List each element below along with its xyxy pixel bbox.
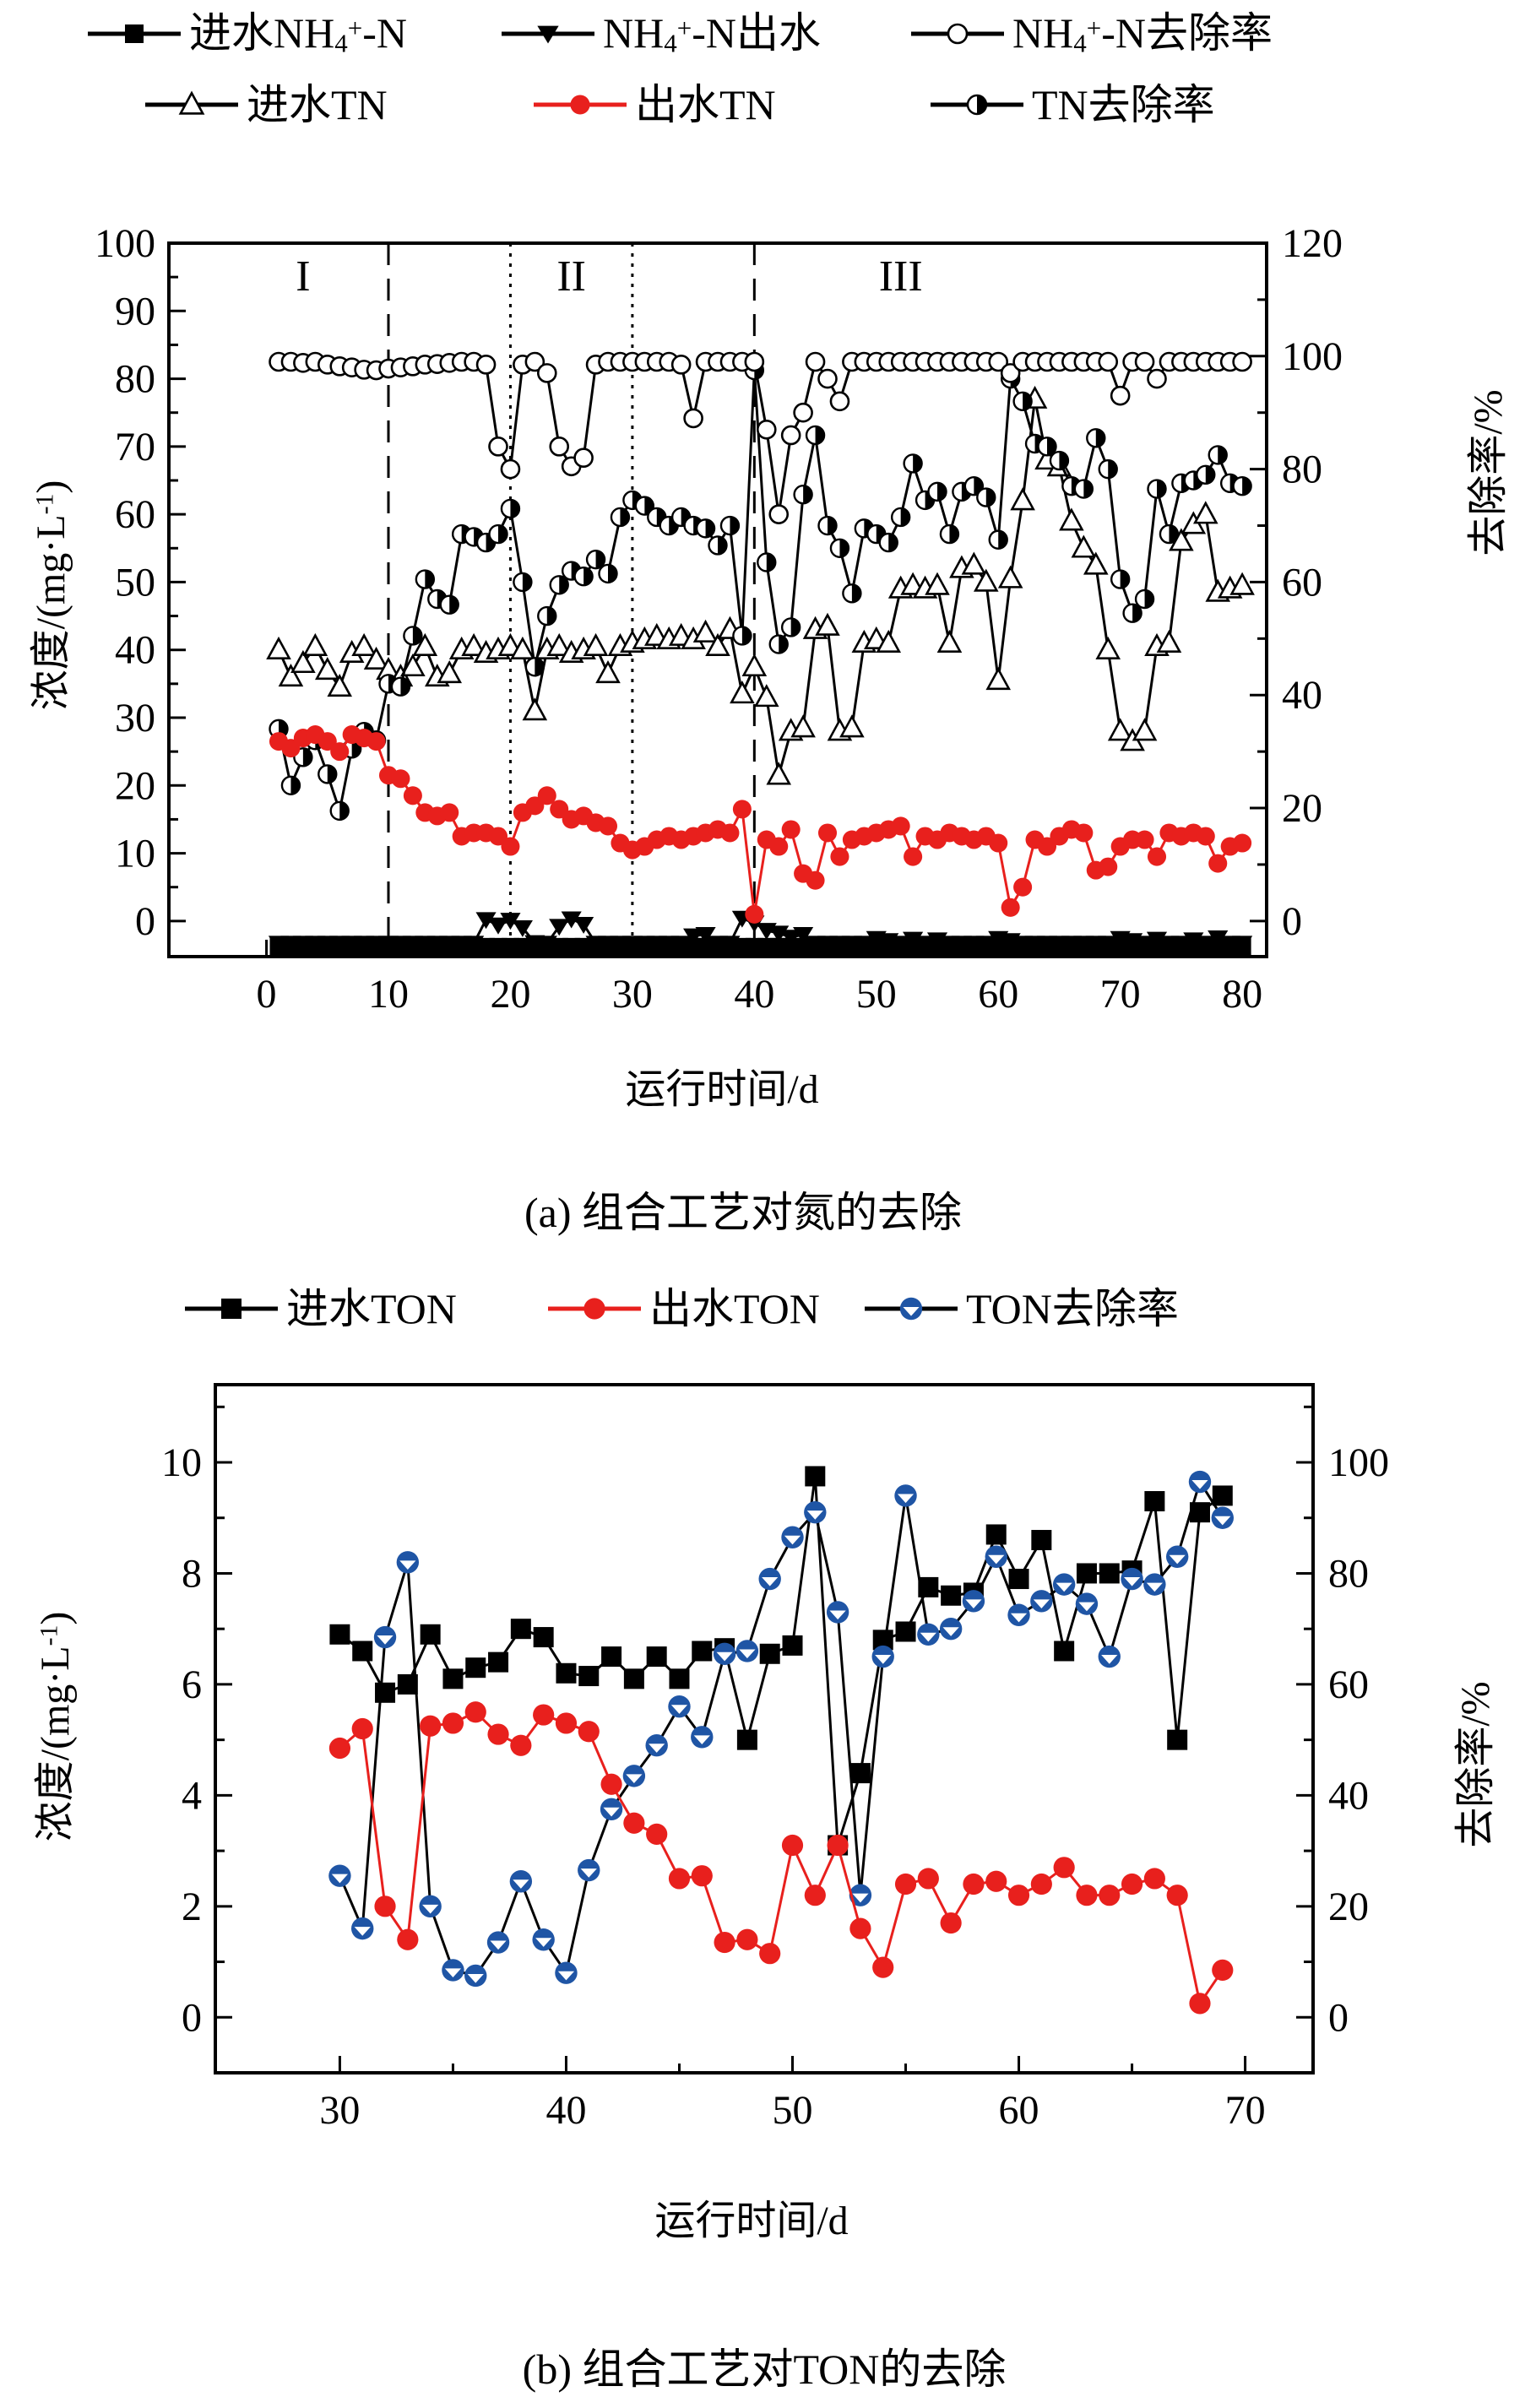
eff-nh4-marker-icon: [502, 25, 594, 44]
svg-text:20: 20: [1328, 1885, 1369, 1929]
svg-text:20: 20: [115, 763, 155, 808]
svg-text:10: 10: [115, 832, 155, 876]
svg-text:III: III: [879, 252, 923, 301]
legend-item-inf-nh4: 进水NH4+-N: [84, 8, 407, 59]
caption-panel-a: (a) 组合工艺对氮的去除: [524, 1189, 962, 1236]
legend-label: 进水NH4+-N: [189, 8, 407, 58]
svg-text:60: 60: [978, 972, 1018, 1017]
svg-text:10: 10: [161, 1440, 202, 1485]
svg-text:10: 10: [368, 972, 409, 1017]
svg-text:50: 50: [856, 972, 897, 1017]
svg-text:90: 90: [115, 289, 155, 334]
legend-item-removal-ton: TON去除率: [861, 1283, 1179, 1334]
eff-tn-marker-icon: [534, 95, 627, 115]
legend-item-inf-tn: 进水TN: [142, 79, 388, 130]
svg-text:8: 8: [182, 1551, 202, 1596]
svg-text:I: I: [296, 252, 310, 301]
svg-text:0: 0: [1282, 899, 1302, 944]
legend-label: 出水TN: [635, 81, 776, 128]
svg-text:0: 0: [135, 899, 155, 944]
svg-text:120: 120: [1282, 221, 1343, 266]
removal-nh4-marker-icon: [911, 23, 1004, 45]
svg-text:40: 40: [734, 972, 774, 1017]
legend-label: NH4+-N出水: [603, 8, 821, 58]
y-axis-label-left-b: 浓度/(mg·L-1): [33, 1611, 78, 1842]
inf-nh4-marker-icon: [88, 24, 181, 43]
svg-text:50: 50: [115, 560, 155, 605]
legend-item-eff-ton: 出水TON: [545, 1283, 820, 1334]
eff-ton-marker-icon: [548, 1298, 641, 1320]
removal-tn-marker-icon: [931, 94, 1023, 116]
inf-ton-marker-icon: [185, 1299, 278, 1319]
legend-label: 进水TN: [247, 81, 388, 128]
legend-row: 进水TON 出水TON TON去除率: [0, 1283, 1536, 1342]
y-axis-label-right-a: 去除率/%: [1466, 389, 1511, 556]
svg-text:20: 20: [1282, 786, 1322, 831]
svg-text:40: 40: [1328, 1773, 1369, 1818]
legend-label: TON去除率: [966, 1285, 1179, 1332]
legend-row: 进水NH4+-N NH4+-N出水 NH4+-N去除率: [0, 8, 1536, 68]
svg-text:50: 50: [773, 2088, 813, 2133]
legend-label: 出水TON: [649, 1285, 820, 1332]
svg-text:80: 80: [1282, 447, 1322, 492]
svg-text:60: 60: [115, 492, 155, 537]
svg-text:100: 100: [95, 221, 155, 266]
caption-panel-b: (b) 组合工艺对TON的去除: [522, 2346, 1007, 2393]
legend-label: 进水TON: [286, 1285, 457, 1332]
legend-item-eff-tn: 出水TN: [530, 79, 776, 130]
svg-text:70: 70: [115, 425, 155, 469]
svg-text:4: 4: [182, 1773, 202, 1818]
svg-text:30: 30: [319, 2088, 360, 2133]
legend-item-eff-nh4: NH4+-N出水: [498, 8, 821, 59]
svg-text:100: 100: [1282, 334, 1343, 379]
y-axis-label-right-b: 去除率/%: [1453, 1681, 1498, 1848]
svg-text:60: 60: [1282, 560, 1322, 605]
svg-text:80: 80: [115, 357, 155, 402]
removal-ton-marker-icon: [865, 1297, 958, 1321]
svg-text:30: 30: [612, 972, 653, 1017]
svg-text:II: II: [556, 252, 586, 301]
svg-text:0: 0: [257, 972, 277, 1017]
svg-text:30: 30: [115, 696, 155, 740]
legend-row: 进水TN 出水TN TN去除率: [0, 79, 1536, 138]
svg-text:60: 60: [999, 2088, 1039, 2133]
svg-text:0: 0: [182, 1995, 202, 2040]
svg-text:20: 20: [490, 972, 530, 1017]
x-axis-label-b: 运行时间/d: [654, 2199, 849, 2243]
svg-text:40: 40: [115, 628, 155, 673]
svg-text:70: 70: [1100, 972, 1141, 1017]
legend-item-removal-tn: TN去除率: [927, 79, 1215, 130]
svg-text:60: 60: [1328, 1662, 1369, 1707]
svg-text:80: 80: [1328, 1551, 1369, 1596]
legend-item-removal-nh4: NH4+-N去除率: [908, 8, 1273, 59]
svg-text:0: 0: [1328, 1995, 1349, 2040]
svg-text:2: 2: [182, 1885, 202, 1929]
legend-item-inf-ton: 进水TON: [182, 1283, 457, 1334]
svg-text:80: 80: [1222, 972, 1262, 1017]
legend-label: NH4+-N去除率: [1012, 8, 1273, 58]
x-axis-label-a: 运行时间/d: [625, 1067, 819, 1112]
svg-text:40: 40: [545, 2088, 586, 2133]
legend-label: TN去除率: [1032, 81, 1215, 128]
svg-text:6: 6: [182, 1662, 202, 1707]
svg-text:100: 100: [1328, 1440, 1389, 1485]
svg-text:40: 40: [1282, 673, 1322, 718]
svg-text:70: 70: [1225, 2088, 1266, 2133]
y-axis-label-left-a: 浓度/(mg·L-1): [29, 480, 73, 711]
chart-a-plot: 0 10 20 30 40 50 60 70 80 0 10 20 30 40 50 60 70 80 90 100 0…: [95, 221, 1343, 1017]
inf-tn-marker-icon: [145, 90, 238, 115]
